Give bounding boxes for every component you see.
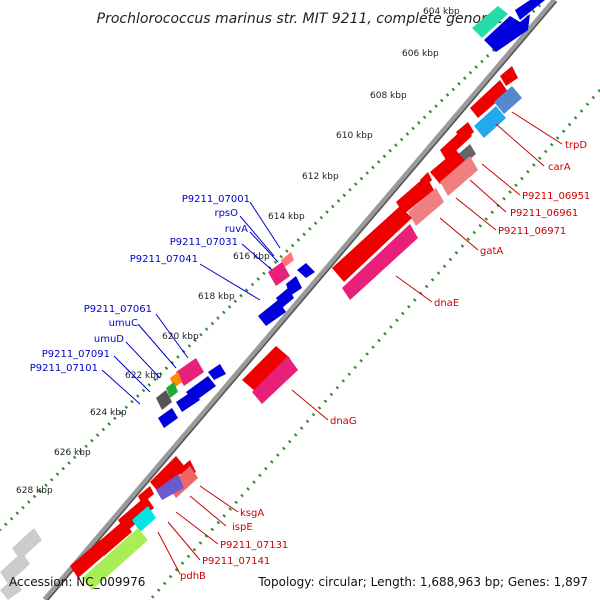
gene-label-umuC: umuC — [109, 318, 138, 329]
gene-label-umuD: umuD — [94, 334, 124, 345]
tick-628: 628 kbp — [16, 486, 53, 496]
gene-feature — [12, 528, 42, 560]
gene-feature — [0, 578, 22, 600]
gene-feature — [515, 0, 545, 20]
gene-label-rpsO: rpsO — [214, 208, 238, 219]
gene-feature — [268, 262, 290, 286]
gene-feature — [484, 14, 530, 52]
gene-label-pdhB: pdhB — [180, 571, 206, 582]
gene-label-P9211_07031: P9211_07031 — [170, 237, 238, 248]
gene-label-P9211_07141: P9211_07141 — [202, 556, 270, 567]
tick-622: 622 kbp — [125, 371, 162, 381]
gene-feature — [281, 252, 294, 268]
gene-feature — [132, 506, 156, 532]
genome-backbone-shadow — [46, 1, 558, 600]
gene-feature — [276, 288, 294, 308]
gene-label-P9211_07101: P9211_07101 — [30, 363, 98, 374]
gene-label-P9211_07131: P9211_07131 — [220, 540, 288, 551]
gene-feature — [408, 188, 444, 226]
genome-backbone — [42, 0, 558, 600]
tick-606: 606 kbp — [402, 49, 439, 59]
gene-feature — [0, 552, 30, 584]
gene-feature — [494, 86, 522, 114]
gene-feature — [430, 150, 466, 184]
gene-label-dnaE: dnaE — [434, 298, 459, 309]
gene-label-dnaG: dnaG — [330, 416, 357, 427]
gene-feature — [166, 382, 178, 398]
gene-feature — [176, 390, 200, 412]
tick-610: 610 kbp — [336, 131, 373, 141]
gene-feature — [472, 6, 508, 38]
gene-label-P9211_07041: P9211_07041 — [130, 254, 198, 265]
outer-tick-ring — [0, 3, 542, 532]
gene-label-ispE: ispE — [232, 522, 253, 533]
gene-feature — [252, 356, 298, 404]
gene-feature — [176, 358, 204, 386]
gene-feature — [440, 156, 478, 196]
gene-feature — [96, 520, 132, 556]
gene-feature — [332, 206, 412, 282]
reverse-strand-genes — [70, 66, 522, 590]
blue-leader-lines — [101, 201, 281, 405]
red-leader-lines — [157, 111, 563, 575]
gene-feature — [156, 390, 172, 410]
gene-label-ruvA: ruvA — [225, 224, 248, 235]
gene-label-P9211_07061: P9211_07061 — [84, 304, 152, 315]
gene-feature — [474, 106, 506, 138]
gene-feature — [440, 126, 472, 160]
gene-feature — [82, 528, 148, 590]
gene-feature — [342, 224, 418, 300]
gene-feature — [118, 496, 154, 532]
gene-label-P9211_06951: P9211_06951 — [522, 191, 590, 202]
gene-label-trpD: trpD — [565, 140, 587, 151]
red-gene-labels: trpD carA P9211_06951 P9211_06961 P9211_… — [180, 140, 590, 582]
tick-616: 616 kbp — [233, 252, 270, 262]
tick-614: 614 kbp — [268, 212, 305, 222]
gene-feature — [297, 263, 315, 278]
gene-feature — [258, 300, 286, 326]
gene-feature — [70, 540, 108, 578]
gene-feature — [150, 456, 186, 494]
forward-strand-genes — [0, 0, 545, 600]
gene-label-P9211_07001: P9211_07001 — [182, 194, 250, 205]
accession-text: Accession: NC_009976 — [9, 575, 145, 589]
inner-tick-ring — [148, 89, 600, 600]
tick-626: 626 kbp — [54, 448, 91, 458]
gene-feature — [158, 408, 178, 428]
tick-624: 624 kbp — [90, 408, 127, 418]
gene-label-ksgA: ksgA — [240, 508, 264, 519]
gene-feature — [500, 66, 518, 86]
gene-feature — [470, 80, 508, 118]
tick-618: 618 kbp — [198, 292, 235, 302]
gene-label-gatA: gatA — [480, 246, 503, 257]
gene-feature — [396, 176, 434, 214]
tick-620: 620 kbp — [162, 332, 199, 342]
gene-feature — [286, 276, 302, 296]
blue-gene-labels: P9211_07001 rpsO ruvA P9211_07031 P9211_… — [30, 194, 250, 374]
tick-604: 604 kbp — [423, 7, 460, 17]
tick-612: 612 kbp — [302, 172, 339, 182]
map-title: Prochlorococcus marinus str. MIT 9211, c… — [97, 11, 504, 27]
gene-label-P9211_06961: P9211_06961 — [510, 208, 578, 219]
gene-label-P9211_06971: P9211_06971 — [498, 226, 566, 237]
gene-feature — [156, 474, 184, 500]
gene-feature — [242, 346, 290, 392]
tick-608: 608 kbp — [370, 91, 407, 101]
gene-label-carA: carA — [548, 162, 571, 173]
topology-text: Topology: circular; Length: 1,688,963 bp… — [257, 575, 588, 589]
gene-feature — [208, 364, 226, 380]
gene-label-P9211_07091: P9211_07091 — [42, 349, 110, 360]
kbp-ticks: 604 kbp 606 kbp 608 kbp 610 kbp 612 kbp … — [16, 7, 460, 496]
